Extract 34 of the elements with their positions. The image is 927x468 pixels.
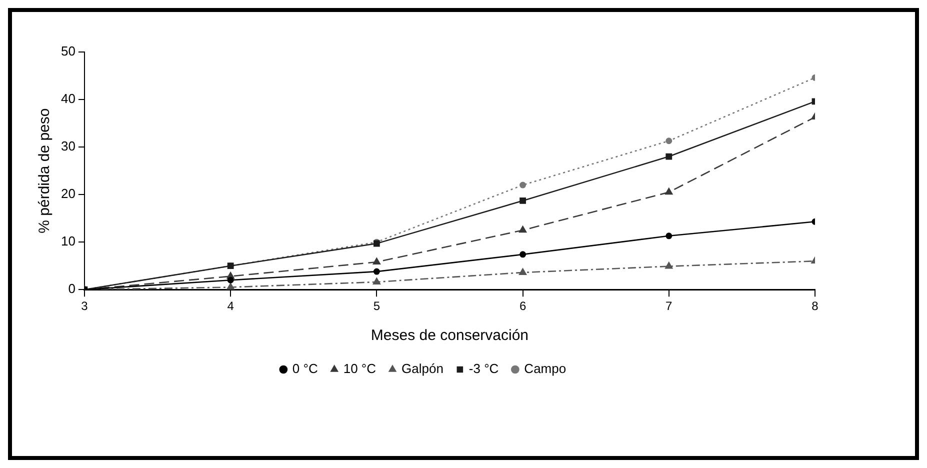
- point: [520, 198, 526, 204]
- legend-label: Campo: [524, 361, 566, 376]
- point: [226, 282, 234, 290]
- point: [372, 258, 380, 264]
- point: [666, 153, 672, 160]
- y-axis-title: % pérdida de peso: [36, 108, 54, 234]
- point: [665, 262, 673, 269]
- point: [666, 232, 672, 240]
- point: [520, 182, 526, 188]
- point: [372, 278, 380, 284]
- point: [520, 251, 526, 258]
- legend-label: 10 °C: [343, 361, 376, 376]
- x-tick-label: 3: [81, 299, 88, 314]
- y-tick-label: 10: [60, 234, 76, 249]
- x-tick-label: 6: [519, 299, 526, 314]
- point: [519, 226, 527, 233]
- legend-label: Galpón: [402, 361, 444, 376]
- x-axis-title: Meses de conservación: [370, 327, 529, 344]
- point: [227, 276, 234, 284]
- x-tick-label: 4: [227, 299, 234, 314]
- y-tick-label: 0: [68, 281, 76, 296]
- point: [665, 188, 673, 195]
- x-tick-label: 7: [666, 299, 673, 314]
- point: [666, 138, 672, 144]
- x-tick-label: 8: [812, 299, 819, 314]
- y-tick-label: 30: [60, 138, 76, 154]
- y-tick-label: 40: [60, 91, 76, 106]
- point: [373, 268, 380, 275]
- x-tick-label: 5: [373, 299, 380, 314]
- point: [519, 268, 527, 275]
- legend-label: -3 °C: [468, 361, 499, 376]
- y-tick-label: 50: [60, 44, 76, 59]
- legend-label: 0 °C: [292, 361, 318, 376]
- y-tick-label: 20: [60, 186, 76, 202]
